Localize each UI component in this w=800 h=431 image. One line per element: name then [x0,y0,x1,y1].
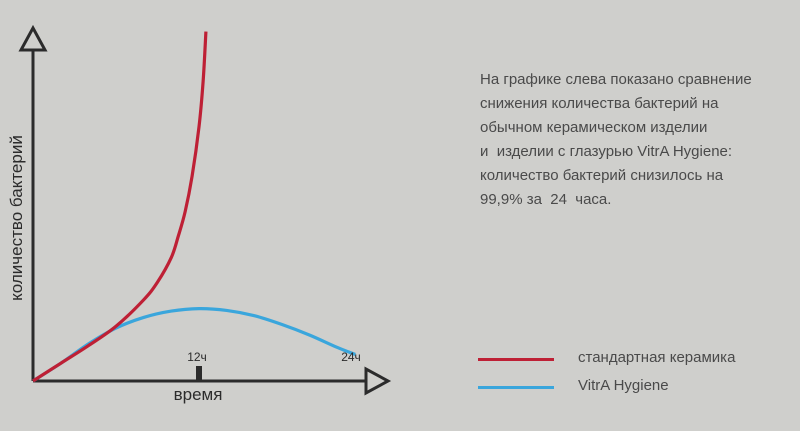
legend-label-standard: стандартная керамика [578,349,736,366]
description-line: На графике слева показано сравнение [480,71,752,88]
x-tick-mark [196,366,202,381]
x-tick-label: 12ч [187,350,207,364]
x-tick-label: 24ч [341,350,361,364]
series-line-hygiene [32,307,356,383]
x-axis-arrow [364,366,392,396]
description-text: На графике слева показано сравнение сниж… [480,68,780,212]
legend-swatch-standard [478,358,554,361]
legend-swatch-hygiene [478,386,554,389]
description-line: количество бактерий снизилось на [480,167,724,184]
description-line: 99,9% за 24 часа. [480,191,612,208]
x-ticks: 12ч 24ч [187,350,361,381]
series-layer [32,31,356,383]
y-axis-label: количество бактерий [7,135,26,301]
description-line: обычном керамическом изделии [480,119,708,136]
legend-label-hygiene: VitrA Hygiene [578,377,669,394]
description-line: и изделии с глазурью VitrA Hygiene: [480,143,733,160]
x-axis-label: время [174,385,223,404]
y-axis-arrow [18,24,48,52]
series-line-standard [32,31,208,383]
description-line: снижения количества бактерий на [480,95,719,112]
